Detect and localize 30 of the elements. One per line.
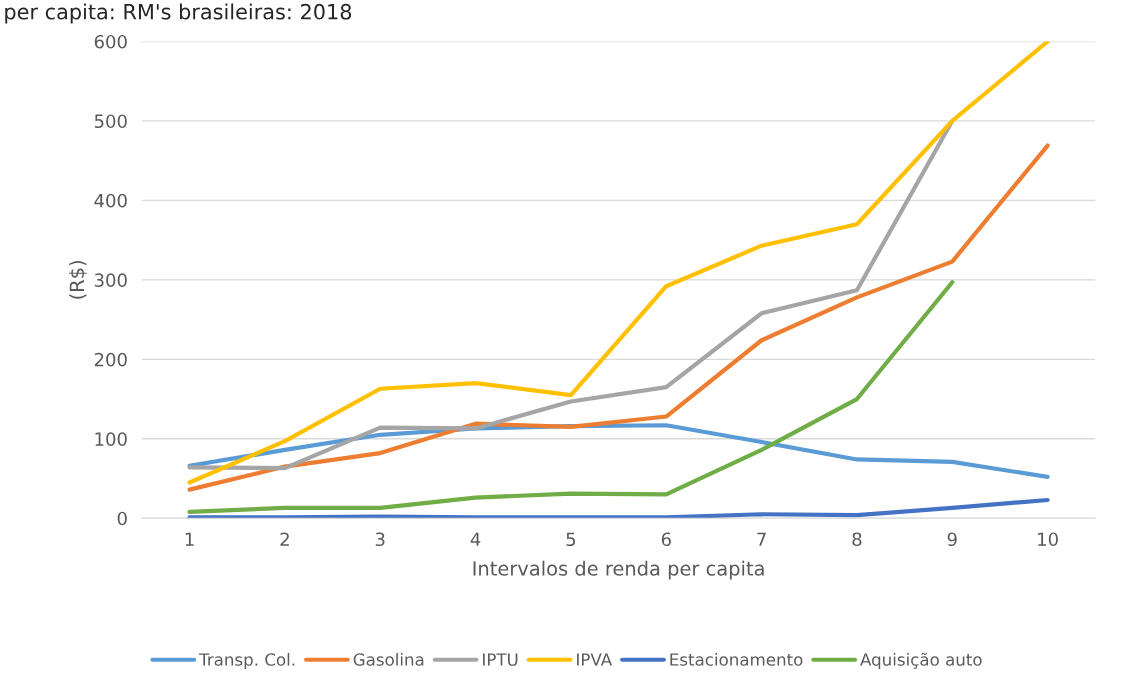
x-tick-label: 1 xyxy=(185,532,194,546)
chart-title: per capita: RM's brasileiras: 2018 xyxy=(5,3,352,24)
x-tick-label: 8 xyxy=(852,532,862,547)
y-tick-label: 400 xyxy=(94,193,127,208)
legend-label: Aquisição auto xyxy=(860,652,982,670)
legend-label: Estacionamento xyxy=(670,652,803,666)
y-tick-label: 300 xyxy=(94,273,127,287)
x-tick-label: 5 xyxy=(566,532,576,547)
legend-label: Transp. Col. xyxy=(199,652,295,670)
y-tick-label: 200 xyxy=(94,352,127,367)
y-tick-label: 500 xyxy=(94,114,127,129)
x-tick-label: 2 xyxy=(280,532,289,546)
line-series xyxy=(187,143,1050,492)
x-tick-label: 4 xyxy=(470,532,481,546)
legend-label: Gasolina xyxy=(353,652,424,666)
x-tick-label: 9 xyxy=(947,532,957,547)
x-tick-label: 3 xyxy=(375,532,385,547)
line-series xyxy=(187,280,955,514)
x-tick-label: 6 xyxy=(661,532,671,547)
line-series xyxy=(187,41,1050,485)
y-tick-label: 100 xyxy=(95,432,127,446)
line-series xyxy=(187,497,1050,519)
y-axis-title: (R$) xyxy=(69,261,87,299)
y-tick-label: 600 xyxy=(94,34,127,49)
x-tick-label: 7 xyxy=(757,532,766,546)
legend-label: IPTU xyxy=(483,653,518,666)
y-tick-label: 0 xyxy=(117,511,127,526)
x-axis-title: Intervalos de renda per capita xyxy=(473,560,764,580)
legend-label: IPVA xyxy=(577,653,613,666)
x-tick-label: 10 xyxy=(1038,532,1058,547)
